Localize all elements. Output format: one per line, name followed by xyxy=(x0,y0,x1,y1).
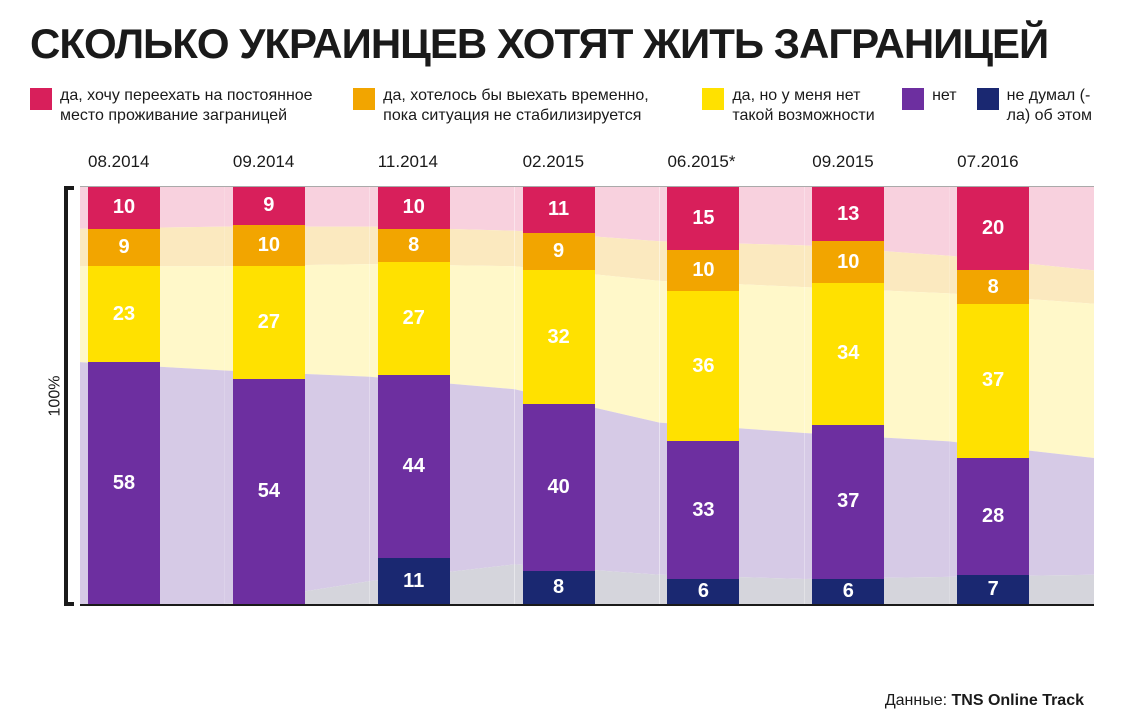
legend-label: нет xyxy=(932,86,957,106)
legend-label: да, но у меня нет такой возможности xyxy=(732,86,882,126)
bar-segment: 10 xyxy=(88,187,160,229)
legend-swatch xyxy=(902,88,924,110)
bar-column: 151036336 xyxy=(659,187,804,604)
chart-title: СКОЛЬКО УКРАИНЦЕВ ХОТЯТ ЖИТЬ ЗАГРАНИЦЕЙ xyxy=(30,20,1094,68)
bar-segment: 11 xyxy=(378,558,450,604)
bar-segment: 54 xyxy=(233,379,305,604)
date-label: 09.2015 xyxy=(804,152,949,172)
bar-segment: 33 xyxy=(667,441,739,579)
bar-column: 20837287 xyxy=(949,187,1094,604)
bar-segment: 11 xyxy=(523,187,595,233)
source: Данные: TNS Online Track xyxy=(885,692,1084,710)
legend-swatch xyxy=(702,88,724,110)
bar-segment: 6 xyxy=(812,579,884,604)
legend-label: не думал (-ла) об этом xyxy=(1007,86,1094,126)
legend-swatch xyxy=(353,88,375,110)
bar-segment: 37 xyxy=(812,425,884,579)
source-label: Данные: xyxy=(885,692,947,709)
date-label: 08.2014 xyxy=(80,152,225,172)
legend-label: да, хотелось бы выехать временно, пока с… xyxy=(383,86,682,126)
bar-segment: 36 xyxy=(667,291,739,441)
stacked-bar: 20837287 xyxy=(957,187,1029,604)
bar-segment: 23 xyxy=(88,266,160,362)
chart-wrap: 100% 10923589102754108274411119324081510… xyxy=(30,186,1094,606)
stacked-bar: 108274411 xyxy=(378,187,450,604)
bar-segment: 10 xyxy=(378,187,450,229)
date-row: 08.201409.201411.201402.201506.2015*09.2… xyxy=(80,152,1094,172)
bar-segment: 6 xyxy=(667,579,739,604)
legend-swatch xyxy=(977,88,999,110)
bar-segment: 10 xyxy=(233,225,305,267)
legend-item: да, хочу переехать на постоянное место п… xyxy=(30,86,333,126)
y-axis-label: 100% xyxy=(46,376,64,417)
bar-segment: 8 xyxy=(378,229,450,262)
stacked-bar: 9102754 xyxy=(233,187,305,604)
bar-column: 11932408 xyxy=(515,187,660,604)
bar-column: 108274411 xyxy=(370,187,515,604)
chart-area: 1092358910275410827441111932408151036336… xyxy=(80,186,1094,606)
bar-segment: 34 xyxy=(812,283,884,425)
bar-segment: 20 xyxy=(957,187,1029,270)
legend-item: да, но у меня нет такой возможности xyxy=(702,86,882,126)
stacked-bar: 151036336 xyxy=(667,187,739,604)
bar-segment: 10 xyxy=(812,241,884,283)
bar-segment: 8 xyxy=(957,270,1029,303)
bar-segment: 9 xyxy=(523,233,595,271)
bar-segment: 8 xyxy=(523,571,595,604)
bars-layer: 1092358910275410827441111932408151036336… xyxy=(80,187,1094,604)
stacked-bar: 131034376 xyxy=(812,187,884,604)
legend-item: не думал (-ла) об этом xyxy=(977,86,1094,126)
date-label: 09.2014 xyxy=(225,152,370,172)
bar-segment: 9 xyxy=(88,229,160,267)
stacked-bar: 1092358 xyxy=(88,187,160,604)
bar-segment: 27 xyxy=(378,262,450,375)
bar-segment: 40 xyxy=(523,404,595,571)
stacked-bar: 11932408 xyxy=(523,187,595,604)
bar-segment: 27 xyxy=(233,266,305,379)
bar-segment: 44 xyxy=(378,375,450,558)
bar-column: 9102754 xyxy=(225,187,370,604)
legend: да, хочу переехать на постоянное место п… xyxy=(30,86,1094,126)
legend-swatch xyxy=(30,88,52,110)
date-label: 06.2015* xyxy=(659,152,804,172)
bar-segment: 28 xyxy=(957,458,1029,575)
bar-segment: 58 xyxy=(88,362,160,604)
y-axis: 100% xyxy=(30,186,80,606)
bar-segment: 7 xyxy=(957,575,1029,604)
date-label: 11.2014 xyxy=(370,152,515,172)
bar-segment: 9 xyxy=(233,187,305,225)
bar-segment: 32 xyxy=(523,270,595,403)
bar-segment: 37 xyxy=(957,304,1029,458)
bar-segment: 10 xyxy=(667,250,739,292)
date-label: 02.2015 xyxy=(515,152,660,172)
legend-item: нет xyxy=(902,86,957,126)
legend-label: да, хочу переехать на постоянное место п… xyxy=(60,86,333,126)
date-label: 07.2016 xyxy=(949,152,1094,172)
legend-item: да, хотелось бы выехать временно, пока с… xyxy=(353,86,682,126)
bar-segment: 15 xyxy=(667,187,739,250)
bar-segment: 13 xyxy=(812,187,884,241)
y-axis-bracket xyxy=(64,186,74,606)
source-name: TNS Online Track xyxy=(952,692,1084,709)
bar-column: 1092358 xyxy=(80,187,225,604)
bar-column: 131034376 xyxy=(804,187,949,604)
